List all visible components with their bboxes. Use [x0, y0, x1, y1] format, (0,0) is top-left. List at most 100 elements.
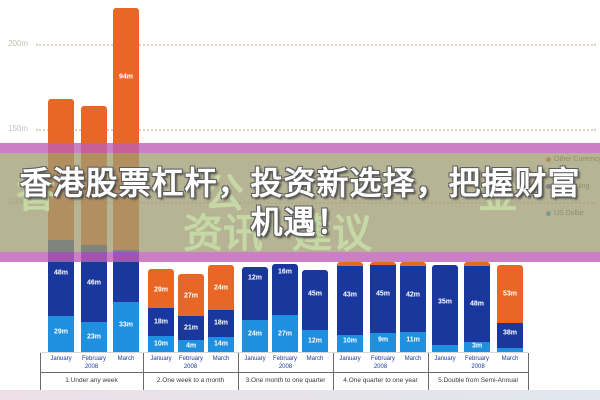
banner-top-stripe	[0, 143, 600, 153]
month-label: March	[404, 356, 422, 362]
group1-bar1-value-label: 48m	[53, 269, 68, 277]
group1-bar2-value-label: 23m	[86, 333, 101, 341]
group5-bar3-value-label: 38m	[502, 329, 517, 337]
group5-bar2-segment-uk-sterling	[464, 266, 490, 342]
group3-bar1-segment-us-dollar	[242, 320, 268, 352]
group4-bar3-value-label: 42m	[405, 291, 420, 299]
month-label: February	[178, 356, 204, 362]
group3-bar1-value-label: 12m	[247, 274, 262, 282]
group5-bar1-value-label: 35m	[437, 298, 452, 306]
year-label: 2008	[84, 364, 99, 370]
group3-bar3-segment-us-dollar	[302, 330, 328, 352]
group3-bar3-segment-uk-sterling	[302, 270, 328, 330]
group5-bar2-segment-us-dollar	[464, 342, 490, 352]
group3-bar2-segment-uk-sterling	[272, 264, 298, 315]
group1-bar2-value-label: 46m	[86, 279, 101, 287]
banner-text-block: 香港股票杠杆，投资新选择，把握财富 机遇！	[0, 153, 600, 252]
group-caption: 5.Double from Semi-Annual	[438, 377, 518, 384]
group3-bar3-value-label: 12m	[307, 337, 322, 345]
group2-bar2-value-label: 27m	[183, 292, 198, 300]
axis-divider-3	[333, 353, 334, 390]
group2-bar3-value-label: 24m	[213, 284, 228, 292]
banner-watermark-text: 金	[478, 171, 518, 217]
banner-watermark-text: 资讯	[183, 211, 263, 257]
group2-bar1-segment-us-dollar	[148, 336, 174, 352]
banner-title-line2: 机遇！	[250, 202, 350, 241]
group5-bar1-segment-uk-sterling	[432, 265, 458, 345]
group1-bar1-segment-us-dollar	[48, 316, 74, 352]
group2-bar2-segment-other-currency	[178, 274, 204, 316]
group4-bar3-segment-us-dollar	[400, 332, 426, 352]
group2-bar2-value-label: 4m	[185, 342, 197, 350]
group4-bar2-value-label: 45m	[375, 290, 390, 298]
group4-bar1-segment-other-currency	[337, 262, 363, 266]
year-label: 2008	[471, 364, 485, 370]
group3-bar2-value-label: 27m	[277, 330, 292, 338]
month-label: February	[81, 356, 107, 362]
month-label: March	[306, 356, 324, 362]
group-caption: 2.One week to a month	[156, 377, 225, 384]
group1-bar3-segment-us-dollar	[113, 302, 139, 352]
group2-bar2-value-label: 21m	[183, 324, 198, 332]
year-label: 2008	[373, 364, 388, 370]
group4-bar1-segment-uk-sterling	[337, 266, 363, 335]
axis-bracket-line	[40, 372, 528, 373]
group2-bar3-segment-us-dollar	[208, 337, 234, 352]
group2-bar1-value-label: 10m	[153, 340, 168, 348]
x-axis-line	[40, 352, 528, 353]
group2-bar3-value-label: 18m	[213, 319, 228, 327]
month-label: February	[464, 356, 490, 362]
group4-bar3-segment-uk-sterling	[400, 266, 426, 332]
group-caption: 3.One month to one quarter	[245, 377, 326, 384]
group2-bar3-segment-uk-sterling	[208, 310, 234, 337]
group4-bar2-value-label: 9m	[377, 336, 389, 344]
gridline-200m	[36, 44, 596, 46]
group5-bar2-segment-other-currency	[464, 262, 490, 266]
group2-bar1-value-label: 29m	[153, 286, 168, 294]
group5-bar2-value-label: 3m	[471, 342, 483, 350]
group3-bar2-value-label: 16m	[277, 268, 292, 276]
month-label: January	[434, 356, 456, 362]
group2-bar1-value-label: 18m	[153, 318, 168, 326]
promo-banner-overlay: 香 公 金资讯 建议 香港股票杠杆，投资新选择，把握财富 机遇！	[0, 143, 600, 262]
year-label: 2008	[183, 364, 198, 370]
group1-bar1-value-label: 29m	[53, 328, 68, 336]
group2-bar3-value-label: 14m	[213, 340, 228, 348]
group-caption: 1.Under any week	[65, 377, 118, 384]
month-label: January	[150, 356, 172, 362]
banner-watermark-text: 香	[16, 171, 56, 217]
y-axis-tick-150m: 150m	[8, 124, 29, 134]
axis-divider-4	[428, 353, 429, 390]
axis-divider-1	[143, 353, 144, 390]
month-label: January	[339, 356, 361, 362]
month-label: February	[370, 356, 396, 362]
year-label: 2008	[278, 364, 293, 370]
group3-bar1-value-label: 24m	[247, 330, 262, 338]
axis-divider-5	[528, 353, 529, 390]
group2-bar2-segment-us-dollar	[178, 340, 204, 352]
group4-bar3-segment-other-currency	[400, 262, 426, 266]
group4-bar1-segment-us-dollar	[337, 335, 363, 352]
group4-bar1-value-label: 43m	[342, 291, 357, 299]
group1-bar3-value-label: 94m	[118, 73, 133, 81]
group2-bar2-segment-uk-sterling	[178, 316, 204, 340]
group3-bar1-segment-uk-sterling	[242, 267, 268, 320]
month-label: January	[244, 356, 266, 362]
group2-bar1-segment-other-currency	[148, 269, 174, 308]
month-label: January	[50, 356, 72, 362]
y-axis-tick-200m: 200m	[8, 39, 29, 49]
banner-bottom-stripe	[0, 252, 600, 262]
axis-divider-0	[40, 353, 41, 390]
month-label: March	[501, 356, 519, 362]
group4-bar1-value-label: 10m	[342, 337, 357, 345]
month-label: March	[212, 356, 230, 362]
banner-title-line1: 香港股票杠杆，投资新选择，把握财富	[19, 163, 581, 202]
group-caption: 4.One quarter to one year	[343, 377, 418, 384]
group4-bar3-value-label: 11m	[406, 336, 420, 344]
group5-bar2-value-label: 48m	[469, 300, 484, 308]
group5-bar3-segment-uk-sterling	[497, 323, 523, 348]
group5-bar3-segment-other-currency	[497, 265, 523, 323]
banner-watermark-text: 公	[204, 171, 244, 217]
group2-bar1-segment-uk-sterling	[148, 308, 174, 336]
